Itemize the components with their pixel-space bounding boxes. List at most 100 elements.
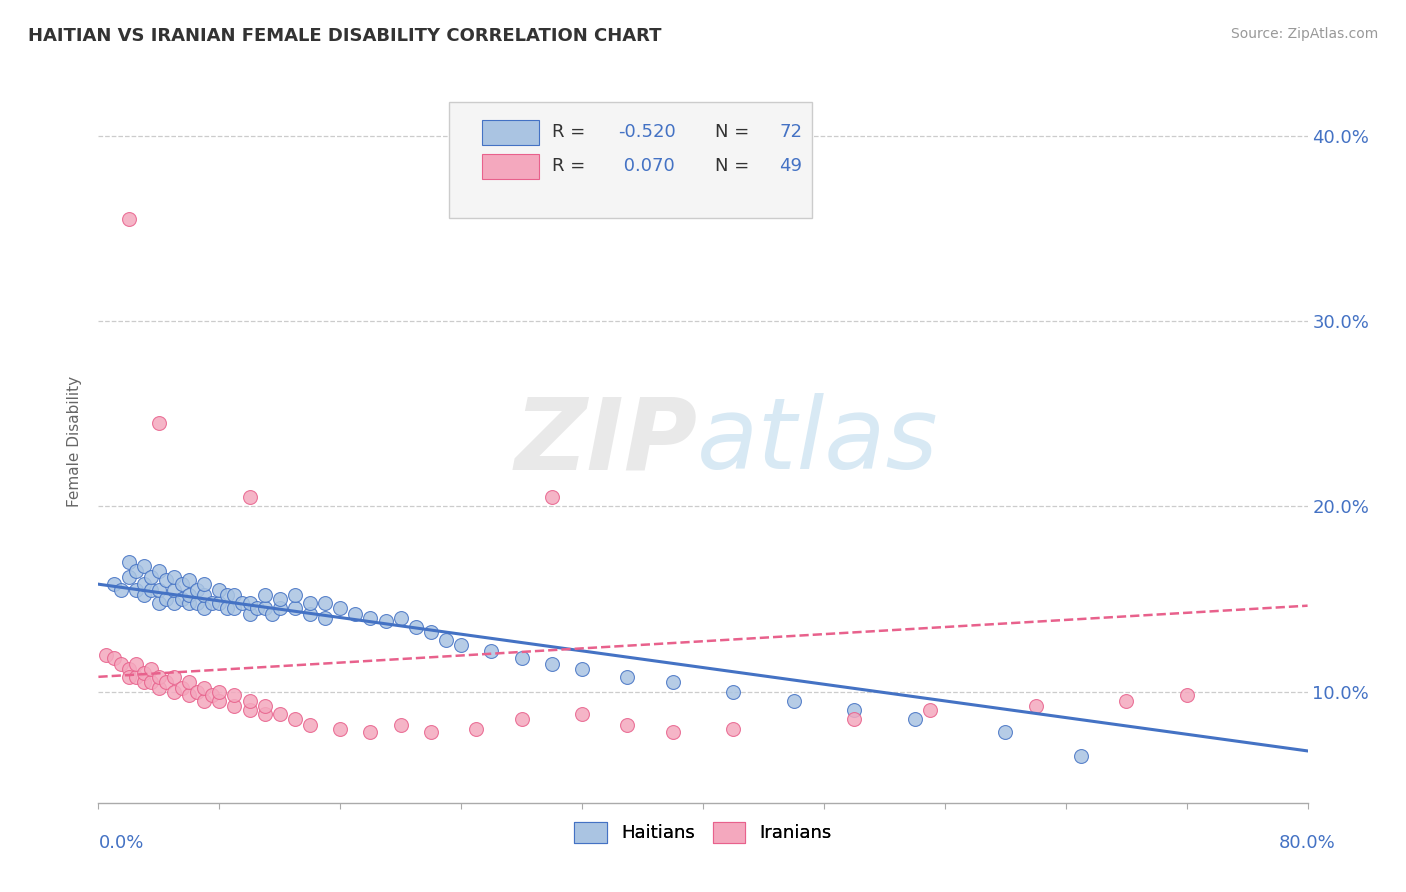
Point [253, 699, 276, 714]
Point [284, 713, 307, 727]
Point [224, 689, 246, 703]
Point [163, 670, 186, 684]
Point [141, 582, 163, 597]
Text: -0.520: -0.520 [619, 123, 676, 141]
Point [132, 675, 155, 690]
Legend: Haitians, Iranians: Haitians, Iranians [565, 813, 841, 852]
Point [389, 610, 412, 624]
Point [148, 670, 170, 684]
Point [783, 694, 806, 708]
Point [262, 607, 284, 621]
Point [224, 601, 246, 615]
Text: 80.0%: 80.0% [1279, 834, 1336, 852]
Point [179, 574, 201, 588]
Point [994, 725, 1017, 739]
Point [125, 670, 148, 684]
Point [201, 689, 224, 703]
FancyBboxPatch shape [482, 120, 538, 145]
Point [616, 670, 638, 684]
Point [215, 588, 238, 602]
Text: 0.0%: 0.0% [98, 834, 143, 852]
Point [179, 596, 201, 610]
Point [269, 706, 291, 721]
Point [253, 601, 276, 615]
Text: 72: 72 [779, 123, 803, 141]
Point [224, 699, 246, 714]
Point [904, 713, 927, 727]
Point [208, 694, 231, 708]
Point [239, 694, 262, 708]
Point [193, 601, 215, 615]
Point [434, 632, 457, 647]
Text: R =: R = [551, 157, 591, 175]
Point [253, 706, 276, 721]
Text: N =: N = [716, 123, 755, 141]
Point [844, 703, 866, 717]
Point [231, 596, 253, 610]
Point [284, 601, 307, 615]
Point [179, 689, 201, 703]
Point [170, 681, 193, 695]
Point [239, 596, 262, 610]
Point [125, 564, 148, 578]
Text: ZIP: ZIP [515, 393, 697, 490]
Point [239, 607, 262, 621]
Point [170, 592, 193, 607]
Point [374, 614, 396, 628]
Point [253, 588, 276, 602]
Point [208, 684, 231, 698]
Point [389, 718, 412, 732]
Point [170, 577, 193, 591]
Point [1115, 694, 1137, 708]
Point [224, 588, 246, 602]
Point [1070, 749, 1092, 764]
Point [299, 718, 322, 732]
Point [148, 564, 170, 578]
Point [1175, 689, 1198, 703]
Point [571, 662, 593, 676]
Text: R =: R = [551, 123, 591, 141]
Point [918, 703, 941, 717]
Point [344, 607, 367, 621]
Text: HAITIAN VS IRANIAN FEMALE DISABILITY CORRELATION CHART: HAITIAN VS IRANIAN FEMALE DISABILITY COR… [28, 27, 662, 45]
Point [148, 681, 170, 695]
Point [155, 592, 177, 607]
Point [269, 601, 291, 615]
Point [299, 607, 322, 621]
Point [481, 644, 503, 658]
Point [186, 684, 208, 698]
Point [148, 582, 170, 597]
Point [405, 620, 427, 634]
Point [118, 670, 141, 684]
Point [118, 212, 141, 227]
Point [155, 574, 177, 588]
Point [661, 675, 683, 690]
Point [1024, 699, 1046, 714]
FancyBboxPatch shape [482, 154, 538, 178]
Point [141, 570, 163, 584]
Point [132, 558, 155, 573]
Point [163, 596, 186, 610]
Point [239, 703, 262, 717]
Point [208, 596, 231, 610]
Point [193, 588, 215, 602]
Point [360, 610, 382, 624]
Point [193, 577, 215, 591]
Point [132, 588, 155, 602]
Point [201, 596, 224, 610]
Y-axis label: Female Disability: Female Disability [67, 376, 83, 508]
Point [571, 706, 593, 721]
Point [723, 722, 745, 736]
Point [246, 601, 269, 615]
Point [540, 490, 562, 504]
Point [284, 588, 307, 602]
Point [141, 662, 163, 676]
Point [844, 713, 866, 727]
Point [148, 416, 170, 430]
Point [163, 570, 186, 584]
Point [420, 725, 443, 739]
Point [215, 601, 238, 615]
Text: atlas: atlas [697, 393, 939, 490]
Point [329, 722, 352, 736]
Point [314, 610, 336, 624]
